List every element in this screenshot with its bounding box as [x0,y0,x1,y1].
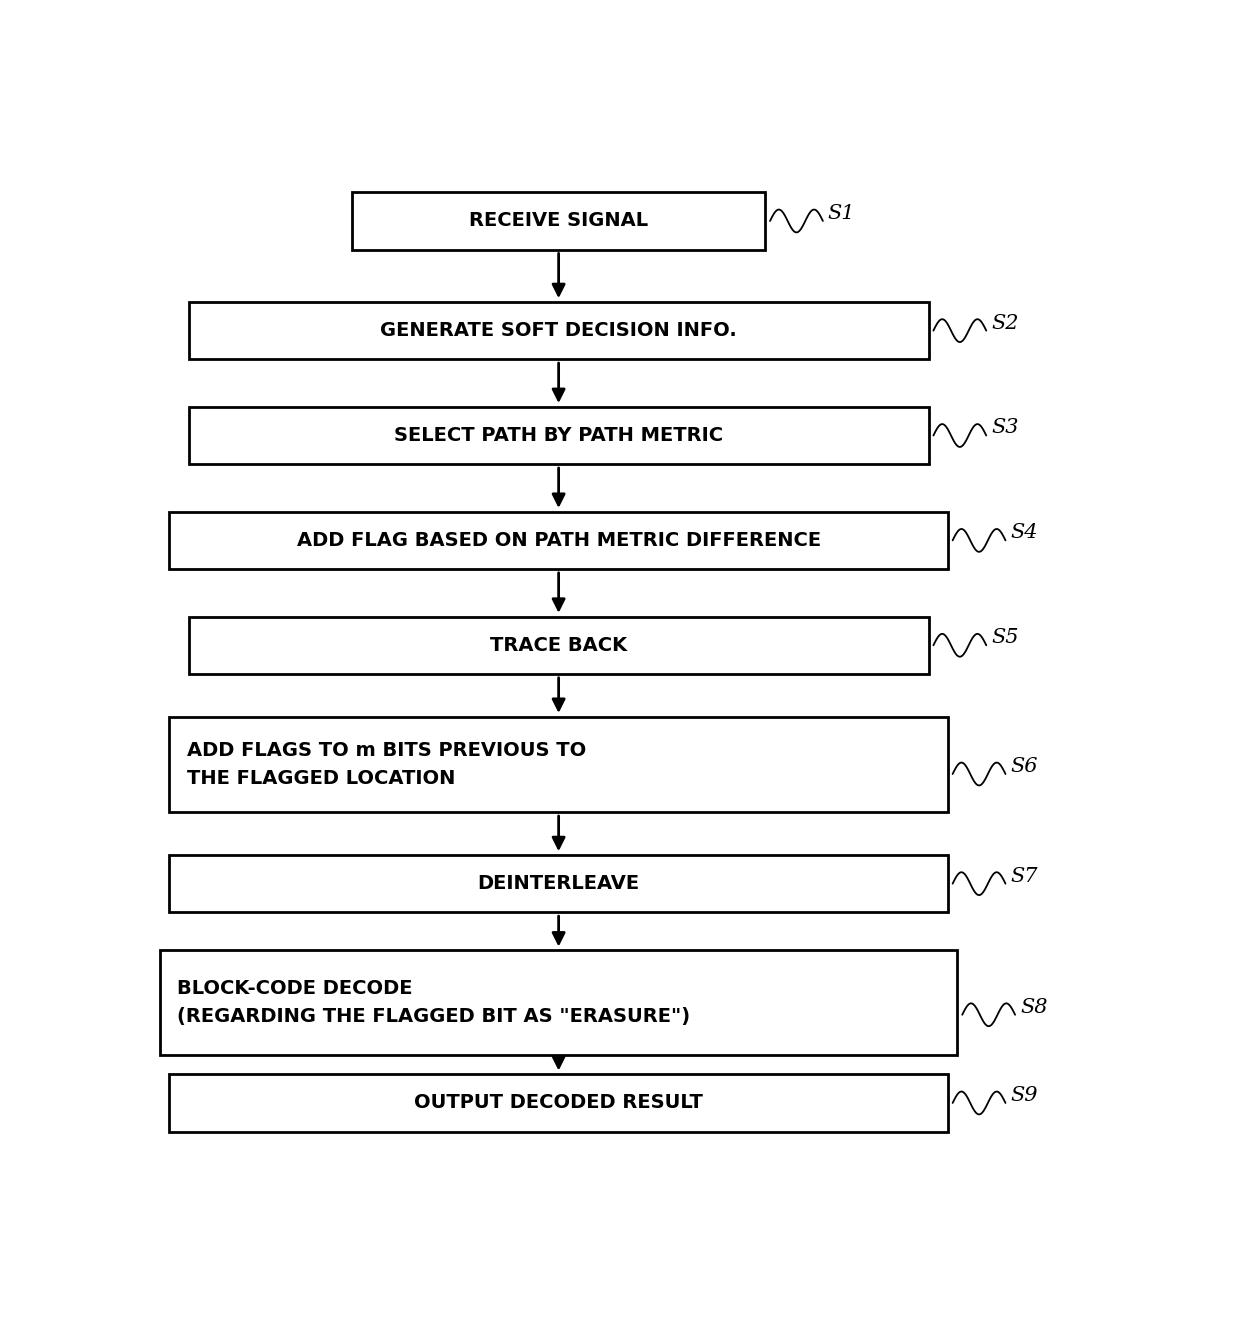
Text: DEINTERLEAVE: DEINTERLEAVE [477,874,640,893]
Text: S3: S3 [991,419,1018,437]
Text: S1: S1 [828,204,856,223]
Bar [188,302,929,359]
Text: TRACE BACK: TRACE BACK [490,636,627,655]
Bar [352,192,765,249]
Text: S6: S6 [1011,757,1038,776]
Text: RECEIVE SIGNAL: RECEIVE SIGNAL [469,212,649,231]
Bar [170,511,947,568]
Bar [170,855,947,913]
Bar [188,407,929,464]
Bar [160,950,957,1055]
Text: OUTPUT DECODED RESULT: OUTPUT DECODED RESULT [414,1093,703,1113]
Text: SELECT PATH BY PATH METRIC: SELECT PATH BY PATH METRIC [394,427,723,445]
Text: S4: S4 [1011,523,1038,542]
Text: S7: S7 [1011,867,1038,885]
Text: GENERATE SOFT DECISION INFO.: GENERATE SOFT DECISION INFO. [381,321,737,341]
Text: S2: S2 [991,314,1018,333]
Bar [188,616,929,674]
Text: ADD FLAGS TO m BITS PREVIOUS TO
THE FLAGGED LOCATION: ADD FLAGS TO m BITS PREVIOUS TO THE FLAG… [187,741,587,788]
Text: S5: S5 [991,628,1018,647]
Text: BLOCK-CODE DECODE
(REGARDING THE FLAGGED BIT AS "ERASURE"): BLOCK-CODE DECODE (REGARDING THE FLAGGED… [177,979,691,1027]
Text: S9: S9 [1011,1086,1038,1105]
Text: ADD FLAG BASED ON PATH METRIC DIFFERENCE: ADD FLAG BASED ON PATH METRIC DIFFERENCE [296,531,821,550]
Bar [170,1075,947,1132]
Bar [170,717,947,812]
Text: S8: S8 [1019,998,1048,1016]
